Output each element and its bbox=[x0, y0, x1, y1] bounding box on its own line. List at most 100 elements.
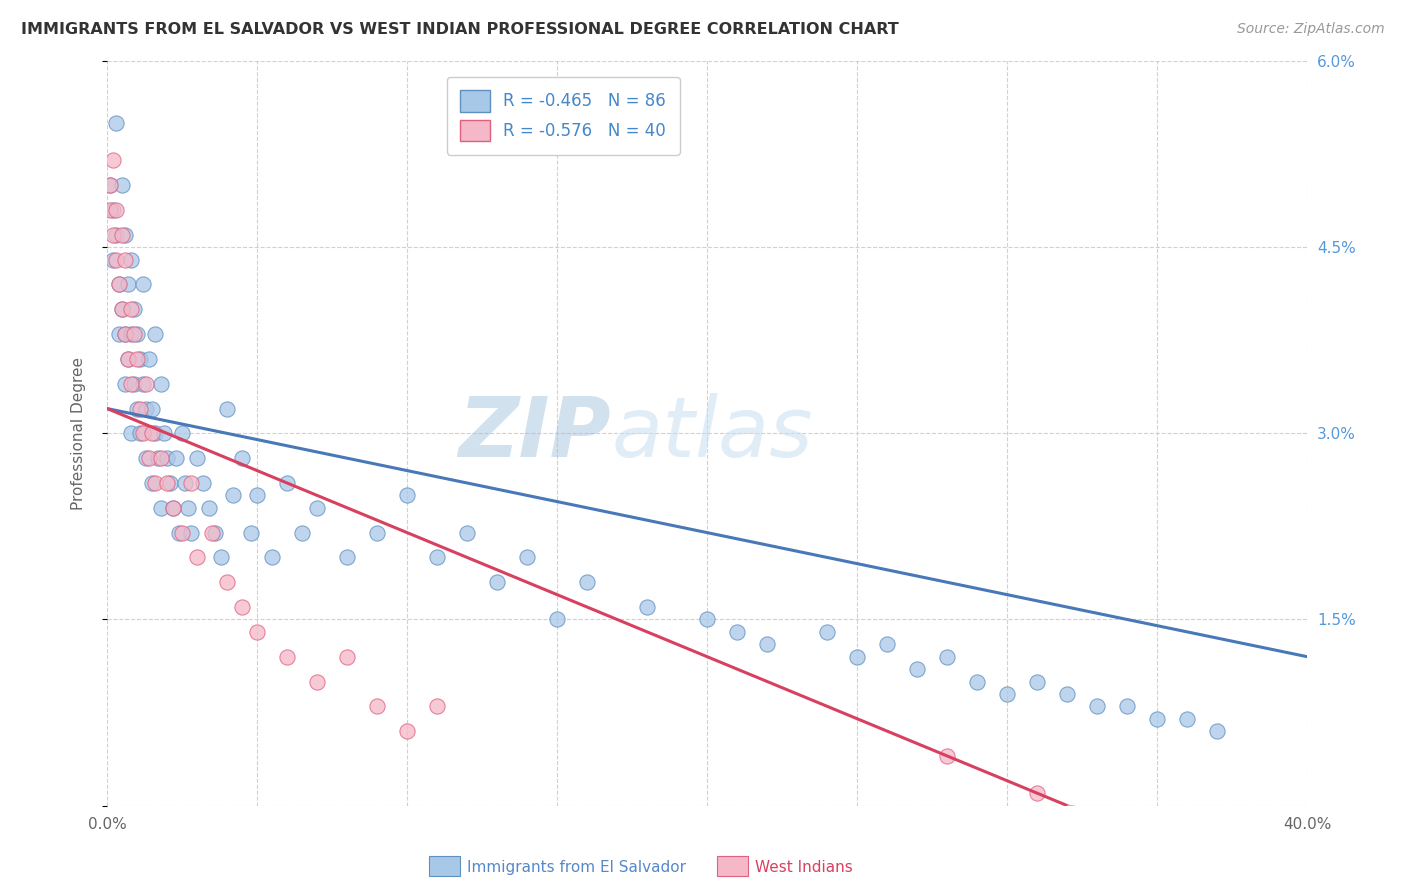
Point bbox=[1026, 674, 1049, 689]
Point bbox=[291, 525, 314, 540]
Point bbox=[426, 550, 449, 565]
Point bbox=[366, 699, 388, 714]
Point bbox=[150, 500, 173, 515]
Point bbox=[120, 302, 142, 317]
Point bbox=[396, 724, 419, 739]
Point bbox=[146, 451, 169, 466]
Point bbox=[120, 426, 142, 441]
Point bbox=[516, 550, 538, 565]
Point bbox=[172, 426, 194, 441]
Point bbox=[246, 488, 269, 502]
Point bbox=[262, 550, 284, 565]
Point bbox=[156, 451, 179, 466]
Point bbox=[138, 451, 160, 466]
Point bbox=[117, 351, 139, 366]
Point bbox=[117, 277, 139, 292]
Point bbox=[141, 401, 163, 416]
Point bbox=[125, 351, 148, 366]
Point bbox=[307, 674, 329, 689]
Point bbox=[108, 277, 131, 292]
Point bbox=[486, 575, 509, 590]
Point bbox=[111, 227, 134, 242]
Point bbox=[725, 624, 748, 639]
Point bbox=[180, 475, 202, 490]
Point bbox=[222, 488, 245, 502]
Point bbox=[98, 178, 121, 193]
Point bbox=[815, 624, 838, 639]
Point bbox=[696, 612, 718, 626]
Point bbox=[846, 649, 869, 664]
Point bbox=[366, 525, 388, 540]
Point bbox=[201, 525, 224, 540]
Point bbox=[101, 202, 124, 217]
Point bbox=[132, 426, 155, 441]
Point bbox=[143, 327, 166, 342]
Point bbox=[1206, 724, 1229, 739]
Point bbox=[143, 426, 166, 441]
Text: ZIP: ZIP bbox=[458, 392, 612, 474]
Point bbox=[120, 376, 142, 391]
Point bbox=[276, 475, 298, 490]
Point bbox=[636, 600, 658, 615]
Text: Source: ZipAtlas.com: Source: ZipAtlas.com bbox=[1237, 22, 1385, 37]
Point bbox=[336, 550, 359, 565]
Point bbox=[135, 401, 157, 416]
Point bbox=[125, 327, 148, 342]
Point bbox=[105, 116, 128, 130]
Point bbox=[114, 327, 136, 342]
Point bbox=[101, 227, 124, 242]
Point bbox=[162, 500, 184, 515]
Point bbox=[546, 612, 568, 626]
Point bbox=[122, 327, 145, 342]
Point bbox=[150, 376, 173, 391]
Point bbox=[231, 600, 253, 615]
Point bbox=[426, 699, 449, 714]
Point bbox=[191, 475, 214, 490]
Point bbox=[117, 351, 139, 366]
Point bbox=[108, 277, 131, 292]
Point bbox=[217, 575, 239, 590]
Point bbox=[120, 252, 142, 267]
Point bbox=[231, 451, 253, 466]
Point bbox=[132, 277, 155, 292]
Point bbox=[114, 327, 136, 342]
Point bbox=[162, 500, 184, 515]
Point bbox=[153, 426, 176, 441]
Point bbox=[101, 252, 124, 267]
Point bbox=[125, 401, 148, 416]
Point bbox=[966, 674, 988, 689]
Point bbox=[132, 376, 155, 391]
Point bbox=[111, 178, 134, 193]
Text: Immigrants from El Salvador: Immigrants from El Salvador bbox=[467, 860, 686, 874]
Point bbox=[905, 662, 928, 676]
Point bbox=[138, 351, 160, 366]
Point bbox=[1056, 687, 1078, 701]
Point bbox=[186, 550, 208, 565]
Point bbox=[111, 302, 134, 317]
Point bbox=[114, 227, 136, 242]
Point bbox=[209, 550, 232, 565]
Point bbox=[141, 475, 163, 490]
Point bbox=[177, 500, 200, 515]
Point bbox=[246, 624, 269, 639]
Point bbox=[122, 302, 145, 317]
Point bbox=[167, 525, 190, 540]
Point bbox=[1116, 699, 1139, 714]
Point bbox=[114, 252, 136, 267]
Point bbox=[876, 637, 898, 651]
Point bbox=[122, 376, 145, 391]
Point bbox=[1175, 712, 1198, 726]
Point bbox=[1026, 786, 1049, 800]
Point bbox=[456, 525, 478, 540]
Point bbox=[101, 153, 124, 168]
Point bbox=[165, 451, 187, 466]
Legend: R = -0.465   N = 86, R = -0.576   N = 40: R = -0.465 N = 86, R = -0.576 N = 40 bbox=[447, 77, 679, 154]
Point bbox=[198, 500, 221, 515]
Text: atlas: atlas bbox=[612, 392, 813, 474]
Point bbox=[159, 475, 181, 490]
Point bbox=[756, 637, 779, 651]
Text: West Indians: West Indians bbox=[755, 860, 853, 874]
Point bbox=[135, 376, 157, 391]
Y-axis label: Professional Degree: Professional Degree bbox=[72, 357, 86, 510]
Point bbox=[98, 202, 121, 217]
